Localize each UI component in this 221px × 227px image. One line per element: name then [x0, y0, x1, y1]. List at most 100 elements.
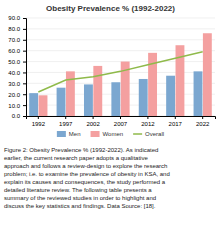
legend-label: Overall: [145, 131, 164, 137]
legend-swatch: [57, 131, 66, 137]
tick: 40.0: [8, 70, 26, 76]
tick: 2002: [86, 116, 100, 127]
tick: 70.0: [8, 37, 26, 43]
tick-mark: [23, 62, 26, 63]
bar: [166, 76, 175, 116]
tick: 90.0: [8, 15, 26, 21]
bar: [203, 33, 212, 116]
tick-label: 1997: [59, 121, 73, 127]
bar: [29, 93, 38, 116]
tick: 20.0: [8, 92, 26, 98]
grid-line: [26, 94, 215, 95]
tick-label: 90.0: [8, 15, 20, 21]
tick-label: 10.0: [8, 103, 20, 109]
grid-line: [26, 105, 215, 106]
bar: [57, 88, 66, 116]
tick-mark: [23, 51, 26, 52]
grid-line: [26, 83, 215, 84]
tick-mark: [23, 116, 26, 117]
legend-item: Overall: [133, 131, 164, 137]
tick-label: 2007: [114, 121, 128, 127]
grid-line: [26, 61, 215, 62]
bar: [139, 79, 148, 116]
tick: 2007: [114, 116, 128, 127]
tick-mark: [23, 29, 26, 30]
tick-label: 1992: [32, 121, 46, 127]
bar: [66, 71, 75, 116]
grid: [26, 18, 215, 116]
legend-label: Men: [69, 131, 81, 137]
legend-item: Men: [57, 131, 81, 137]
legend-swatch: [91, 131, 100, 137]
tick-mark: [23, 72, 26, 73]
legend-item: Women: [91, 131, 124, 137]
bar-series: [39, 33, 212, 116]
tick-label: 30.0: [8, 81, 20, 87]
bar: [93, 66, 102, 116]
tick-mark: [202, 116, 203, 119]
tick-mark: [147, 116, 148, 119]
tick-label: 20.0: [8, 92, 20, 98]
caption: Figure 2: Obesity Prevalence % (1992-202…: [4, 147, 170, 209]
tick: 80.0: [8, 26, 26, 32]
caption-line: problem; i.e. to examine the prevalence …: [4, 171, 170, 177]
tick-label: 60.0: [8, 48, 20, 54]
tick: 2012: [141, 116, 155, 127]
caption-line: approach and follows a review-design to …: [4, 163, 167, 169]
tick: 2017: [169, 116, 183, 127]
legend-swatch: [133, 133, 142, 135]
grid-line: [26, 28, 215, 29]
tick: 0.0: [12, 113, 26, 119]
plot: 0.0 10.0 20.0 30.0 40.0 50.0 60.0 70.0 80.0 90.0 1…: [8, 15, 215, 127]
tick: 2022: [196, 116, 210, 127]
caption-line: Figure 2: Obesity Prevalence % (1992-202…: [4, 147, 158, 153]
title: Obesity Prevalence % (1992-2022): [46, 4, 175, 13]
grid-line: [26, 18, 215, 19]
y-axis: 0.0 10.0 20.0 30.0 40.0 50.0 60.0 70.0 80.0 90.0: [8, 15, 26, 119]
x-axis: 1992 1997 2002 2007 2012 2017 2022: [27, 116, 216, 127]
tick-label: 40.0: [8, 70, 20, 76]
tick: 60.0: [8, 48, 26, 54]
tick-label: 50.0: [8, 59, 20, 65]
line: [38, 52, 202, 92]
tick: 10.0: [8, 103, 26, 109]
tick-label: 80.0: [8, 26, 20, 32]
axis-line: [23, 19, 27, 117]
tick-label: 2012: [141, 121, 155, 127]
caption-line: discuss the key statistics and findings.…: [4, 203, 156, 209]
grid-line: [26, 39, 215, 40]
tick: 50.0: [8, 59, 26, 65]
tick-label: 2022: [196, 121, 210, 127]
bar: [194, 71, 203, 116]
bar: [84, 84, 93, 116]
caption-line: detailed literature review. The followin…: [4, 187, 152, 193]
tick-mark: [23, 94, 26, 95]
tick-label: 0.0: [12, 113, 21, 119]
tick-mark: [175, 116, 176, 119]
caption-line: explain its causes and consequences, the…: [4, 179, 166, 185]
grid-line: [26, 50, 215, 51]
legend-label: Women: [103, 131, 124, 137]
tick-mark: [93, 116, 94, 119]
tick: 1997: [59, 116, 73, 127]
tick-label: 2017: [169, 121, 183, 127]
legend: Men Women Overall: [57, 131, 164, 137]
tick-mark: [38, 116, 39, 119]
chart: Obesity Prevalence % (1992-2022) 0.0 10.0 2…: [0, 0, 221, 227]
bar: [39, 95, 48, 116]
tick-mark: [65, 116, 66, 119]
tick-label: 70.0: [8, 37, 20, 43]
tick-mark: [23, 105, 26, 106]
bar: [111, 82, 120, 116]
tick-label: 2002: [86, 121, 100, 127]
marks: [29, 33, 212, 116]
tick-mark: [23, 18, 26, 19]
tick-mark: [120, 116, 121, 119]
tick-mark: [23, 83, 26, 84]
caption-line: summary of the reviewed studies in order…: [4, 195, 156, 201]
tick-mark: [23, 40, 26, 41]
tick: 1992: [32, 116, 46, 127]
tick: 30.0: [8, 81, 26, 87]
axis-line: [27, 117, 216, 120]
caption-line: earlier, the current research paper adop…: [4, 155, 148, 161]
